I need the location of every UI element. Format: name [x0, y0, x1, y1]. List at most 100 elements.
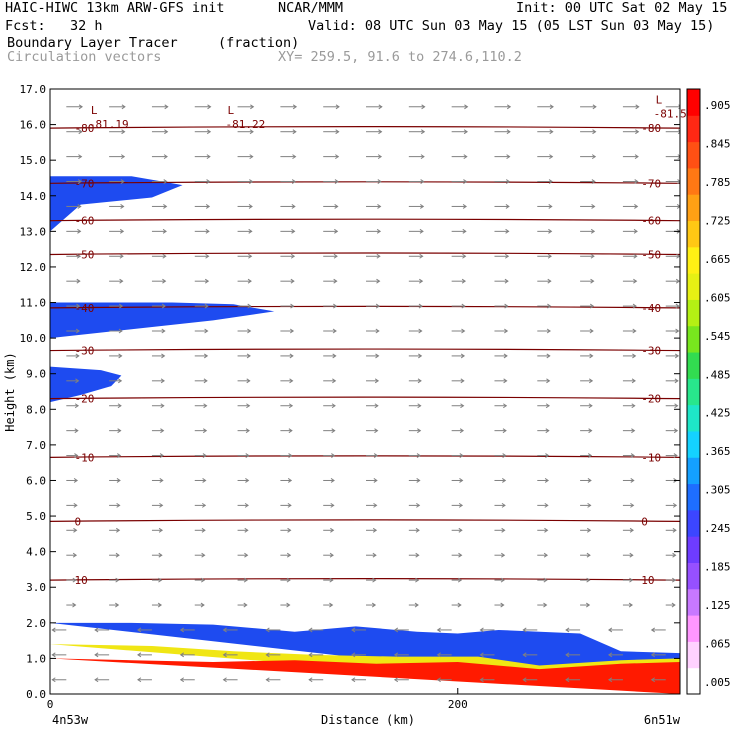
vector-arrowhead [330, 478, 335, 483]
vector-arrowhead [78, 154, 83, 160]
vector-arrowhead [419, 278, 424, 284]
vector-arrowhead [436, 652, 441, 658]
vector-arrowhead [504, 278, 509, 284]
vector-arrowhead [117, 428, 122, 434]
colorbar-swatch [687, 273, 700, 300]
low-marker: L [227, 104, 234, 117]
vector-arrowhead [51, 627, 56, 633]
vector-arrowhead [634, 204, 639, 209]
colorbar-swatch [687, 378, 700, 406]
vector-arrowhead [504, 253, 510, 259]
vector-arrowhead [522, 652, 527, 658]
vector-arrowhead [335, 129, 340, 135]
vector-arrowhead [436, 627, 441, 633]
vector-arrowhead [415, 552, 420, 558]
vector-arrowhead [329, 552, 334, 558]
vector-arrowhead [548, 204, 553, 209]
vector-arrowhead [506, 154, 511, 160]
vector-arrowhead [72, 602, 77, 608]
vector-arrowhead [291, 179, 297, 184]
vector-arrowhead [245, 428, 250, 434]
vector-arrowhead [72, 552, 78, 558]
vector-arrowhead [371, 602, 377, 608]
vector-arrowhead [436, 677, 441, 683]
vector-arrowhead [331, 428, 336, 434]
vector-arrowhead [203, 353, 209, 359]
vector-arrowhead [522, 627, 527, 633]
vector-arrowhead [158, 577, 163, 583]
vector-arrowhead [76, 278, 81, 284]
vector-arrowhead [502, 453, 507, 458]
vector-arrowhead [678, 104, 680, 110]
vector-arrowhead [372, 527, 378, 533]
y-tick-label: 3.0 [26, 581, 46, 594]
vector-arrowhead [372, 577, 377, 583]
vector-arrowhead [308, 627, 313, 633]
vector-arrowhead [416, 453, 421, 458]
vector-arrowhead [416, 478, 421, 483]
vector-arrowhead [587, 502, 592, 508]
vector-arrowhead [250, 104, 255, 110]
vector-arrowhead [501, 502, 506, 508]
vector-arrowhead [75, 378, 80, 384]
temperature-contour [50, 252, 680, 256]
y-tick-label: 14.0 [20, 190, 47, 203]
vector-arrowhead [629, 552, 634, 558]
contour-label: -10 [74, 451, 94, 464]
temperature-contour [50, 578, 680, 581]
vector-arrowhead [245, 478, 250, 483]
vector-arrowhead [377, 179, 382, 184]
y-tick-label: 4.0 [26, 546, 46, 559]
vector-arrowhead [163, 179, 168, 184]
x-right-endpoint: 6n51w [644, 713, 681, 727]
vector-arrowhead [333, 253, 338, 259]
vector-arrowhead [116, 478, 121, 483]
colorbar-label: .005 [704, 676, 731, 689]
vector-arrowhead [76, 303, 81, 309]
vector-arrowhead [244, 552, 249, 558]
vector-arrowhead [650, 677, 656, 683]
vector-arrowhead [674, 353, 680, 359]
colorbar-swatch [687, 430, 700, 458]
vector-arrowhead [462, 204, 467, 209]
vector-arrowhead [137, 627, 142, 633]
vector-arrowhead [676, 204, 680, 209]
contour-label: -20 [74, 393, 94, 406]
vector-arrowhead [373, 453, 379, 458]
vector-arrowhead [222, 627, 227, 633]
vector-arrowhead [417, 403, 422, 409]
vector-arrowhead [588, 428, 593, 434]
colorbar-swatch [687, 194, 700, 222]
vector-arrowhead [674, 403, 679, 409]
vector-arrowhead [586, 577, 591, 583]
vector-arrowhead [376, 278, 381, 284]
vector-arrowhead [351, 652, 356, 658]
y-tick-label: 15.0 [20, 154, 47, 167]
vector-arrowhead [247, 328, 252, 334]
vector-arrowhead [460, 403, 465, 409]
vector-arrowhead [393, 652, 399, 658]
vector-arrowhead [117, 403, 122, 409]
vector-arrowhead [674, 378, 679, 384]
contour-label: -80 [641, 122, 661, 135]
vector-arrowhead [501, 527, 506, 533]
vector-arrowhead [201, 502, 207, 508]
vector-arrowhead [119, 228, 125, 234]
vector-arrowhead [51, 677, 56, 683]
low-value: -81.56 [654, 107, 694, 120]
colorbar-label: .245 [704, 522, 731, 535]
vector-arrowhead [78, 104, 83, 110]
vector-arrowhead [332, 378, 337, 384]
vector-arrowhead [673, 453, 678, 458]
colorbar: .005 .065 .125 .185 .245 .305 .365 .425 .485 .545… [686, 88, 731, 695]
colorbar-swatch [687, 167, 700, 195]
vector-arrowhead [545, 403, 550, 409]
colorbar-label: .845 [704, 137, 731, 150]
vector-arrowhead [202, 428, 208, 434]
vector-arrowhead [308, 652, 313, 658]
low-markers-layer: L-81.19L-81.22L-81.56 [89, 93, 694, 131]
colorbar-label: .725 [704, 214, 731, 227]
low-marker: L [656, 93, 663, 106]
vector-arrowhead [502, 478, 507, 483]
vector-arrowhead [374, 403, 379, 409]
